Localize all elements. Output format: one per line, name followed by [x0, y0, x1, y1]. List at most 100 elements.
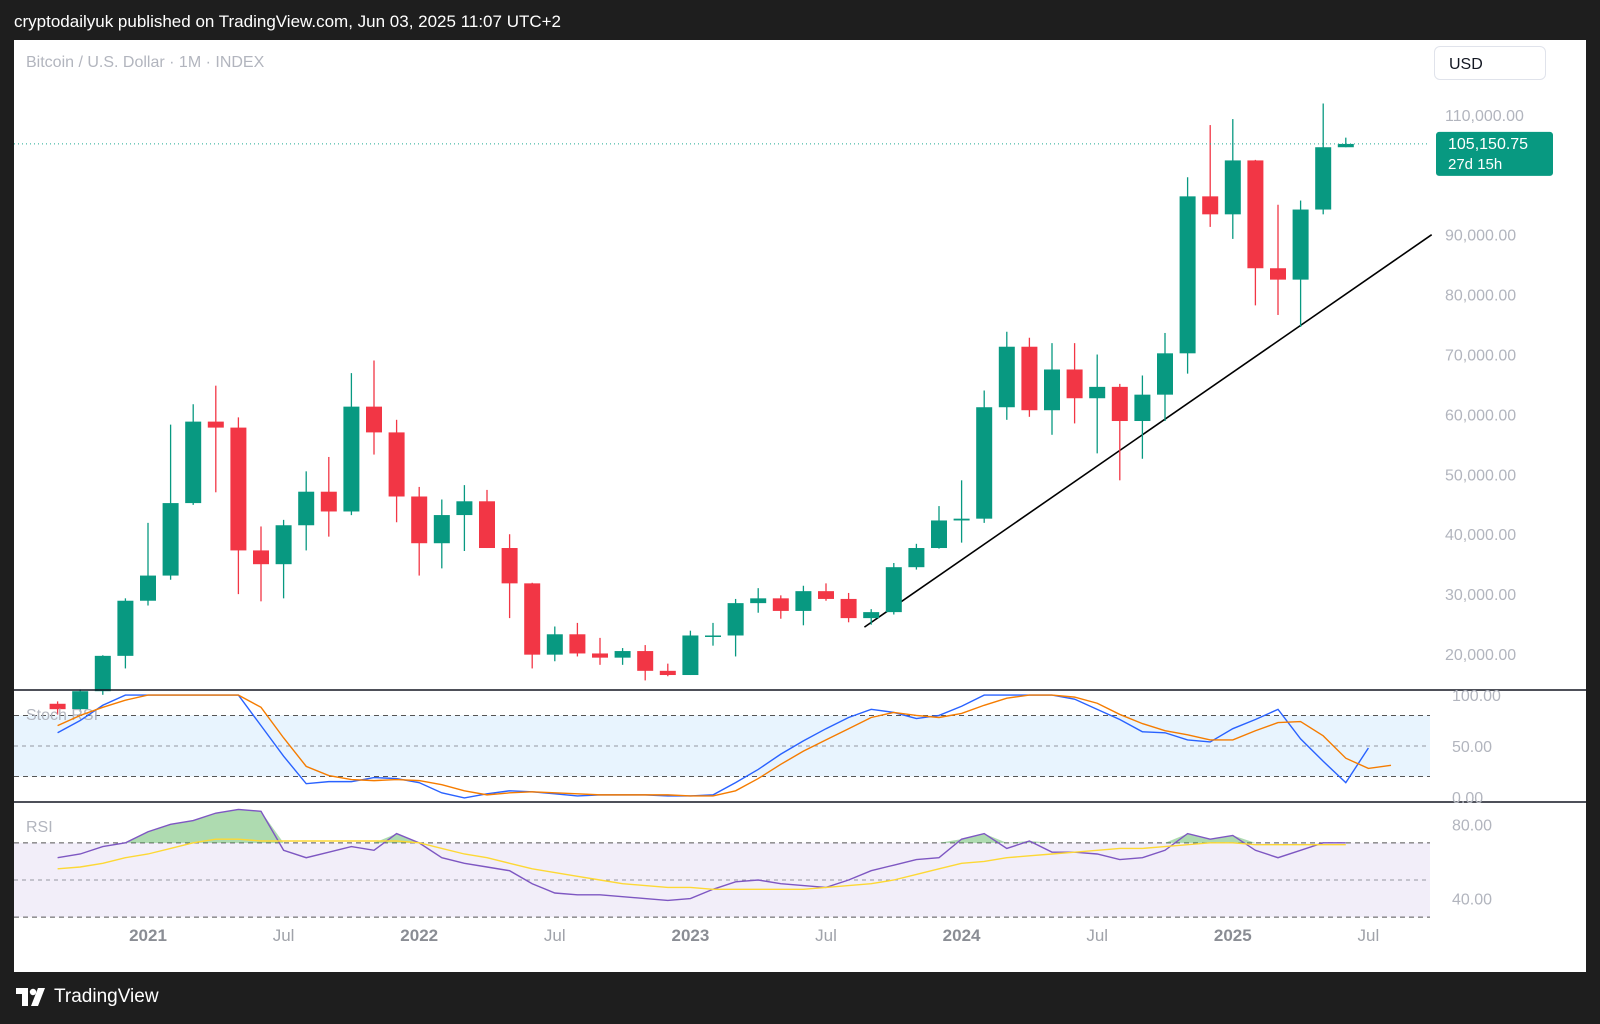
candle[interactable]	[94, 655, 111, 695]
candle-body	[1179, 196, 1196, 354]
candle[interactable]	[931, 506, 947, 549]
candle[interactable]	[388, 419, 405, 523]
candle-body	[72, 691, 89, 710]
candle[interactable]	[456, 485, 473, 552]
candle-body	[524, 583, 541, 655]
chart-panel[interactable]: 120,000.00110,000.0090,000.0080,000.0070…	[14, 40, 1586, 972]
candle[interactable]	[546, 626, 563, 662]
candle[interactable]	[953, 480, 970, 543]
candle-body	[908, 548, 925, 568]
candle[interactable]	[1134, 375, 1151, 459]
price-axis-label: 20,000.00	[1445, 647, 1516, 664]
candle[interactable]	[1292, 200, 1309, 327]
candle-body	[592, 653, 608, 658]
candle-body	[275, 525, 292, 565]
candle-body	[298, 491, 315, 526]
candle-body	[388, 432, 405, 497]
candle[interactable]	[1247, 159, 1264, 306]
candle[interactable]	[230, 417, 247, 595]
candle[interactable]	[682, 630, 699, 676]
candle[interactable]	[637, 645, 654, 681]
chart-canvas[interactable]: 120,000.00110,000.0090,000.0080,000.0070…	[14, 40, 1586, 972]
candle-body	[1224, 160, 1241, 215]
time-axis-label: Jul	[1086, 926, 1108, 945]
candle[interactable]	[1066, 343, 1083, 424]
candle[interactable]	[818, 583, 834, 601]
candle[interactable]	[863, 609, 880, 625]
candle[interactable]	[1202, 125, 1219, 227]
last-price-badge	[1436, 131, 1553, 176]
candle[interactable]	[1337, 137, 1354, 148]
candle-body	[772, 598, 789, 611]
candle[interactable]	[885, 562, 902, 615]
candle[interactable]	[614, 648, 631, 665]
candle-body	[569, 634, 586, 654]
candle[interactable]	[320, 456, 337, 537]
candle[interactable]	[592, 637, 608, 665]
currency-button[interactable]: USD	[1434, 46, 1546, 80]
candle-body	[750, 598, 767, 604]
candle[interactable]	[343, 373, 360, 516]
candle[interactable]	[207, 385, 224, 493]
candle[interactable]	[1270, 204, 1286, 315]
candle[interactable]	[298, 471, 315, 551]
stoch-rsi-axis-label: 0.00	[1452, 790, 1483, 807]
candle[interactable]	[1157, 332, 1173, 422]
candle[interactable]	[117, 598, 134, 669]
candle[interactable]	[1044, 343, 1060, 435]
tradingview-logo[interactable]: TradingView	[16, 986, 159, 1008]
stoch-rsi-axis-label: 100.00	[1452, 688, 1501, 705]
candle[interactable]	[750, 588, 767, 613]
candle[interactable]	[705, 622, 721, 646]
price-axis-label: 110,000.00	[1445, 108, 1524, 125]
candle[interactable]	[659, 663, 676, 677]
candle-body	[1089, 386, 1106, 399]
candle[interactable]	[1021, 337, 1038, 417]
candle[interactable]	[998, 331, 1015, 420]
candle-body	[863, 612, 880, 619]
candle[interactable]	[501, 534, 518, 619]
candle-body	[456, 501, 473, 516]
candle-body	[366, 406, 382, 433]
candle[interactable]	[772, 595, 789, 619]
candle[interactable]	[1315, 103, 1332, 215]
candle[interactable]	[840, 592, 857, 623]
candle[interactable]	[140, 522, 156, 606]
publisher-line: cryptodailyuk published on TradingView.c…	[14, 12, 562, 31]
candle[interactable]	[366, 360, 382, 455]
candle[interactable]	[1179, 177, 1196, 374]
candle[interactable]	[162, 424, 179, 580]
tradingview-logo-icon	[16, 988, 45, 1006]
candle[interactable]	[1224, 119, 1241, 239]
candle[interactable]	[275, 519, 292, 599]
candle[interactable]	[976, 390, 993, 523]
candle[interactable]	[1111, 383, 1128, 481]
candle[interactable]	[433, 499, 450, 569]
candle[interactable]	[49, 701, 66, 715]
rsi-line	[57, 808, 1346, 902]
candle-body	[976, 407, 993, 519]
candle[interactable]	[72, 689, 89, 712]
candle-body	[1337, 143, 1354, 148]
stoch-rsi-title: Stoch RSI	[26, 707, 98, 724]
candle-body	[501, 548, 518, 584]
candle[interactable]	[253, 526, 269, 602]
candle-body	[207, 421, 224, 428]
candle[interactable]	[795, 585, 812, 626]
rsi-overbought-fill	[125, 809, 1256, 843]
candle-body	[1292, 209, 1309, 280]
candle[interactable]	[524, 582, 541, 669]
candle-body	[818, 591, 834, 599]
candle[interactable]	[908, 543, 925, 570]
candle[interactable]	[411, 486, 428, 576]
candle-body	[1202, 196, 1219, 215]
candle[interactable]	[569, 622, 586, 657]
candle[interactable]	[1089, 354, 1106, 454]
candle[interactable]	[185, 404, 202, 505]
candle-body	[931, 520, 947, 549]
candle-body	[320, 491, 337, 512]
candle[interactable]	[479, 489, 495, 549]
time-axis-label: 2024	[943, 926, 981, 945]
candle[interactable]	[727, 598, 744, 657]
candle-body	[1270, 268, 1286, 280]
